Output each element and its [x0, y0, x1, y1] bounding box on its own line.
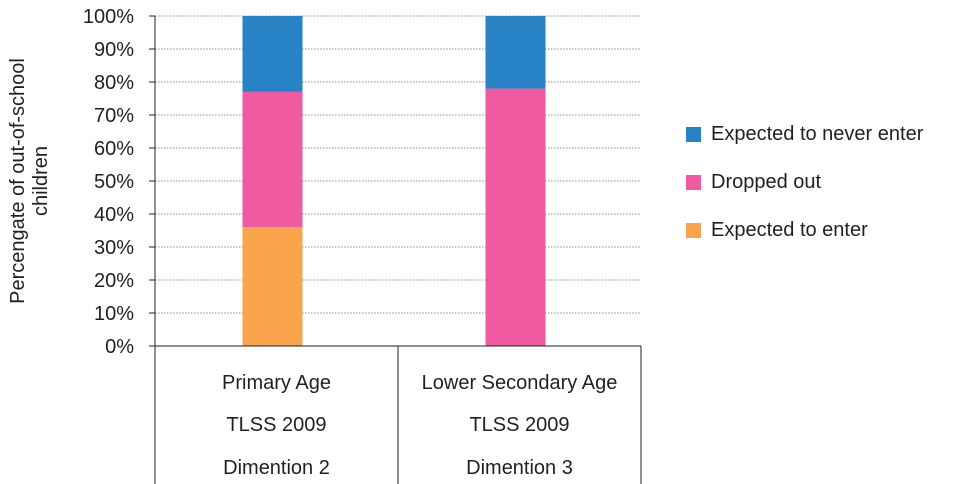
y-axis-label-line-2: children: [30, 146, 52, 216]
legend-item-expected-to-enter: Expected to enter: [686, 218, 923, 242]
y-tick-label: 50%: [94, 171, 134, 193]
legend-label: Expected to enter: [711, 218, 868, 241]
category-labels: Primary Age TLSS 2009 Dimention 2 Lower Sec…: [222, 372, 617, 479]
category-label: TLSS 2009: [469, 414, 569, 436]
category-label: Lower Secondary Age: [422, 372, 618, 394]
category-label: Dimention 3: [466, 457, 573, 479]
category-label: Dimention 2: [223, 457, 330, 479]
legend-swatch: [686, 126, 701, 142]
gridlines: [155, 15, 641, 314]
y-tick-label: 40%: [94, 204, 134, 226]
legend-swatch: [686, 222, 701, 238]
legend-label: Dropped out: [711, 170, 822, 193]
y-axis-ticks: 0% 10% 20% 30% 40% 50% 60% 70% 80% 90% 100%: [83, 6, 155, 358]
legend-label: Expected to never enter: [711, 122, 924, 145]
bar-segment: [242, 227, 303, 346]
y-tick-label: 20%: [94, 270, 134, 292]
legend: Expected to never enter Dropped out Expe…: [686, 122, 923, 266]
legend-swatch: [686, 174, 701, 190]
y-tick-label: 80%: [94, 72, 134, 94]
bar-segment: [242, 16, 303, 92]
y-tick-label: 100%: [83, 6, 134, 28]
y-tick-label: 60%: [94, 138, 134, 160]
legend-item-dropped-out: Dropped out: [686, 170, 923, 194]
legend-item-expected-to-never-enter: Expected to never enter: [686, 122, 923, 146]
y-tick-label: 30%: [94, 237, 134, 259]
y-tick-label: 90%: [94, 39, 134, 61]
y-axis-label-line-1: Percengate of out-of-school: [7, 58, 29, 304]
bar-segment: [485, 88, 546, 346]
axes: [154, 16, 642, 484]
category-label: TLSS 2009: [226, 414, 326, 436]
bar-segment: [242, 91, 303, 228]
bar-segment: [485, 16, 546, 89]
category-label: Primary Age: [222, 372, 331, 394]
bars: [242, 16, 546, 346]
y-tick-label: 10%: [94, 303, 134, 325]
y-tick-label: 0%: [105, 336, 134, 358]
y-tick-label: 70%: [94, 105, 134, 127]
